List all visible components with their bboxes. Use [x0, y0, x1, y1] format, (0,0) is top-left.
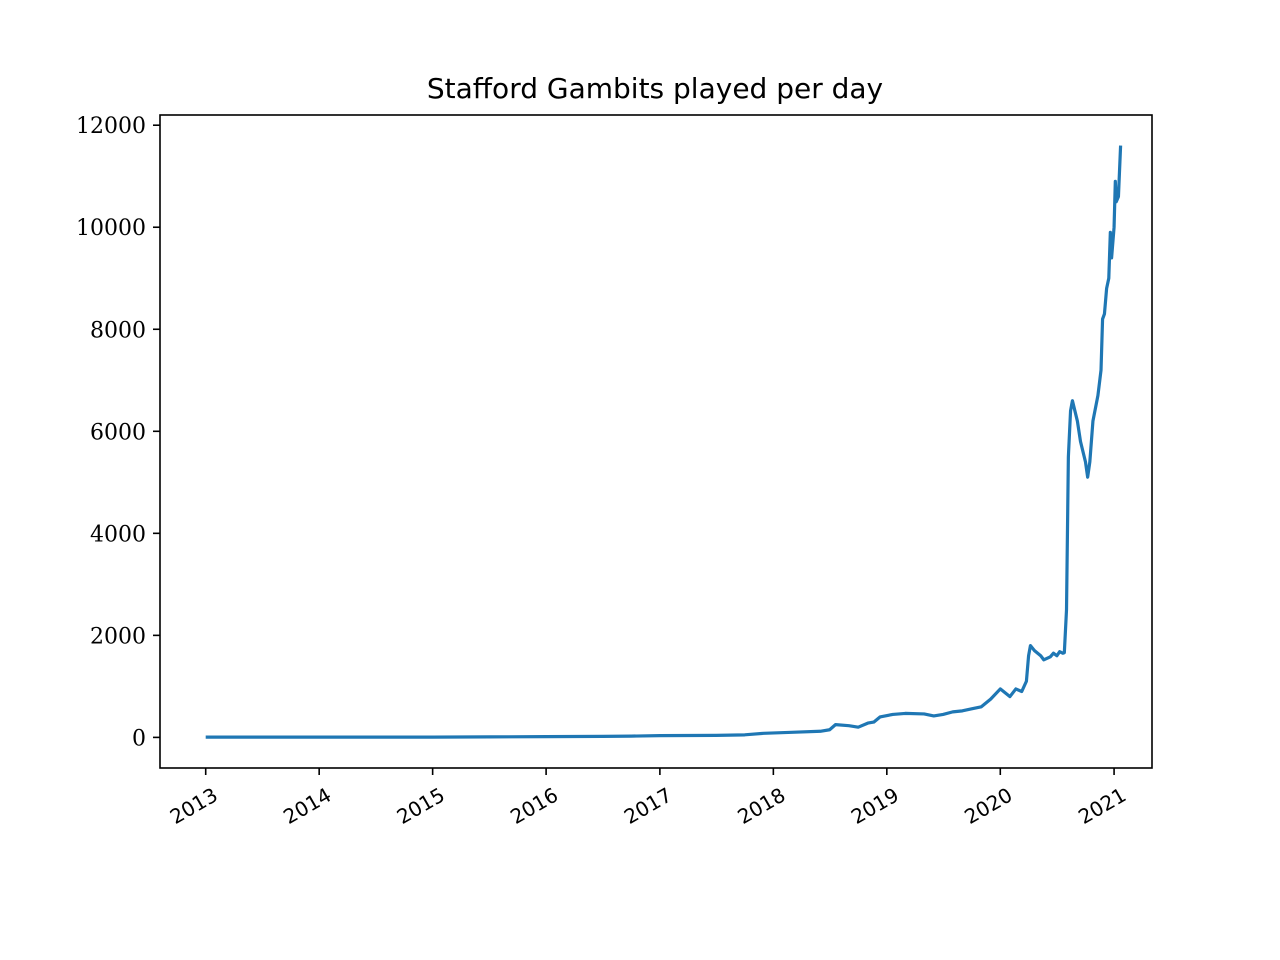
x-tick-label: 2014: [279, 783, 335, 829]
series-line: [205, 145, 1123, 739]
y-tick-label: 10000: [76, 216, 146, 241]
y-axis: 0 2000 4000 6000 8000 10000 12000: [76, 114, 160, 751]
x-tick-label: 2021: [1074, 783, 1130, 829]
x-tick-label: 2019: [847, 783, 903, 829]
x-tick-label: 2016: [506, 783, 562, 829]
y-tick-label: 2000: [90, 624, 146, 649]
x-tick-label: 2013: [166, 783, 222, 829]
y-tick-label: 12000: [76, 114, 146, 139]
plot-frame: [159, 114, 1153, 769]
y-tick-label: 4000: [90, 522, 146, 547]
x-tick-label: 2018: [733, 783, 789, 829]
x-tick-label: 2015: [393, 783, 449, 829]
y-tick-label: 0: [132, 726, 146, 751]
x-axis: 2013 2014 2015 2016 2017 2018 2019 2020 2021: [166, 768, 1130, 829]
y-tick-label: 6000: [90, 420, 146, 445]
chart-title: Stafford Gambits played per day: [427, 72, 883, 105]
plot-area: [205, 145, 1123, 739]
y-tick-label: 8000: [90, 318, 146, 343]
x-tick-label: 2017: [620, 783, 676, 829]
x-tick-label: 2020: [960, 783, 1016, 829]
